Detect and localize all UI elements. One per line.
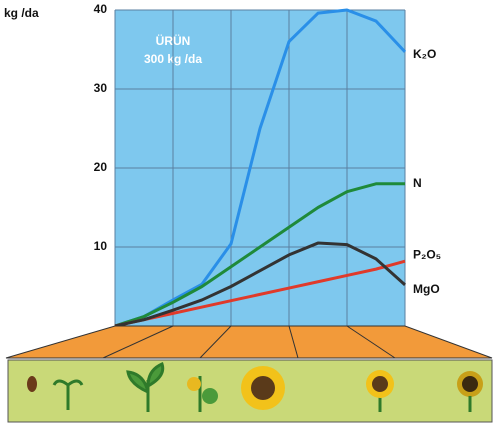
chart: kg /da ÜRÜN 300 kg /da 10203040K₂ONP₂O₅M… (0, 0, 496, 426)
legend-label: N (413, 176, 422, 190)
y-tick-label: 30 (94, 81, 108, 95)
legend-label: MgO (413, 282, 440, 296)
legend-label: P₂O₅ (413, 247, 441, 261)
floor (6, 326, 492, 422)
y-tick-label: 40 (94, 2, 108, 16)
y-axis-label: kg /da (4, 6, 39, 20)
y-tick-label: 20 (94, 160, 108, 174)
y-tick-label: 10 (94, 239, 108, 253)
legend-label: K₂O (413, 47, 436, 61)
